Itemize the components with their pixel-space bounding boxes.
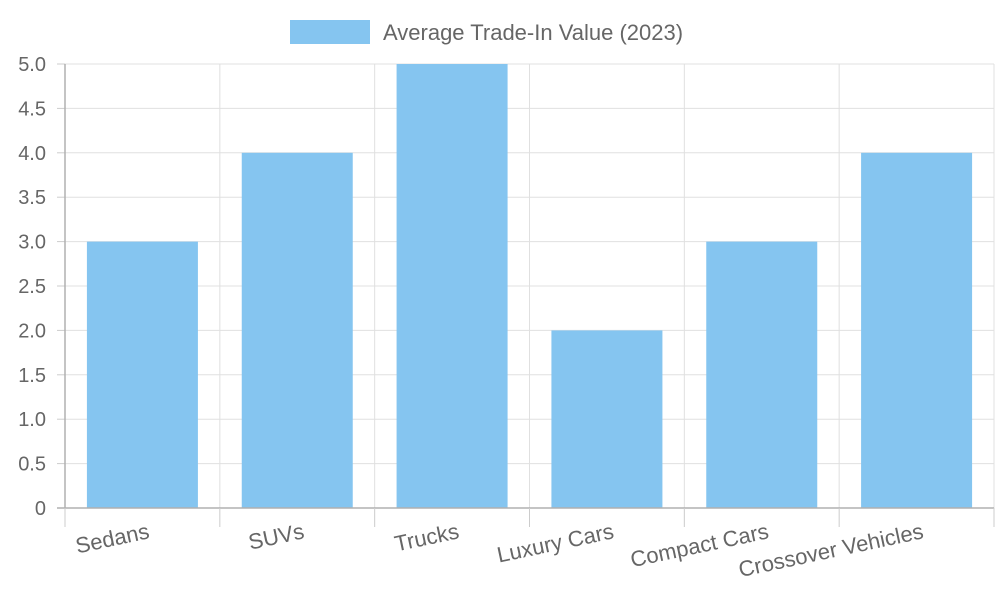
bar-compact-cars[interactable] xyxy=(706,241,818,508)
x-axis-tick-labels: Sedans SUVs Trucks Luxury Cars Compact CarsC… xyxy=(73,518,925,582)
y-tick-label: 2.5 xyxy=(18,276,46,298)
y-tick-label: 4.5 xyxy=(18,98,46,120)
y-tick-label: 0.5 xyxy=(18,454,46,476)
y-axis-tick-labels: 0 0.5 1.0 1.5 2.0 2.5 3.0 3.5 4.0 4.5 5.0 xyxy=(18,54,46,520)
grid-lines xyxy=(65,63,995,508)
bar-trucks[interactable] xyxy=(396,64,508,508)
bar-crossover-vehicles[interactable] xyxy=(861,152,973,509)
y-tick-label: 1.0 xyxy=(18,409,46,431)
bars xyxy=(86,64,973,509)
legend-label[interactable]: Average Trade-In Value (2023) xyxy=(383,20,683,45)
y-tick-label: 1.5 xyxy=(18,365,46,387)
y-tick-label: 3.5 xyxy=(18,187,46,209)
x-tick-label: Luxury Cars xyxy=(495,518,616,567)
axes xyxy=(57,63,995,527)
y-tick-label: 4.0 xyxy=(18,143,46,165)
legend-swatch[interactable] xyxy=(290,20,370,44)
y-tick-label: 2.0 xyxy=(18,320,46,342)
bar-luxury-cars[interactable] xyxy=(551,330,663,508)
bar-sedans[interactable] xyxy=(86,241,198,508)
y-tick-label: 3.0 xyxy=(18,232,46,254)
y-tick-label: 5.0 xyxy=(18,54,46,76)
x-tick-label: Trucks xyxy=(392,518,461,556)
legend[interactable]: Average Trade-In Value (2023) xyxy=(290,20,683,45)
x-tick-label: SUVs xyxy=(246,518,306,554)
y-tick-label: 0 xyxy=(35,498,46,520)
x-tick-label: Sedans xyxy=(73,518,151,558)
bar-suvs[interactable] xyxy=(241,152,353,509)
